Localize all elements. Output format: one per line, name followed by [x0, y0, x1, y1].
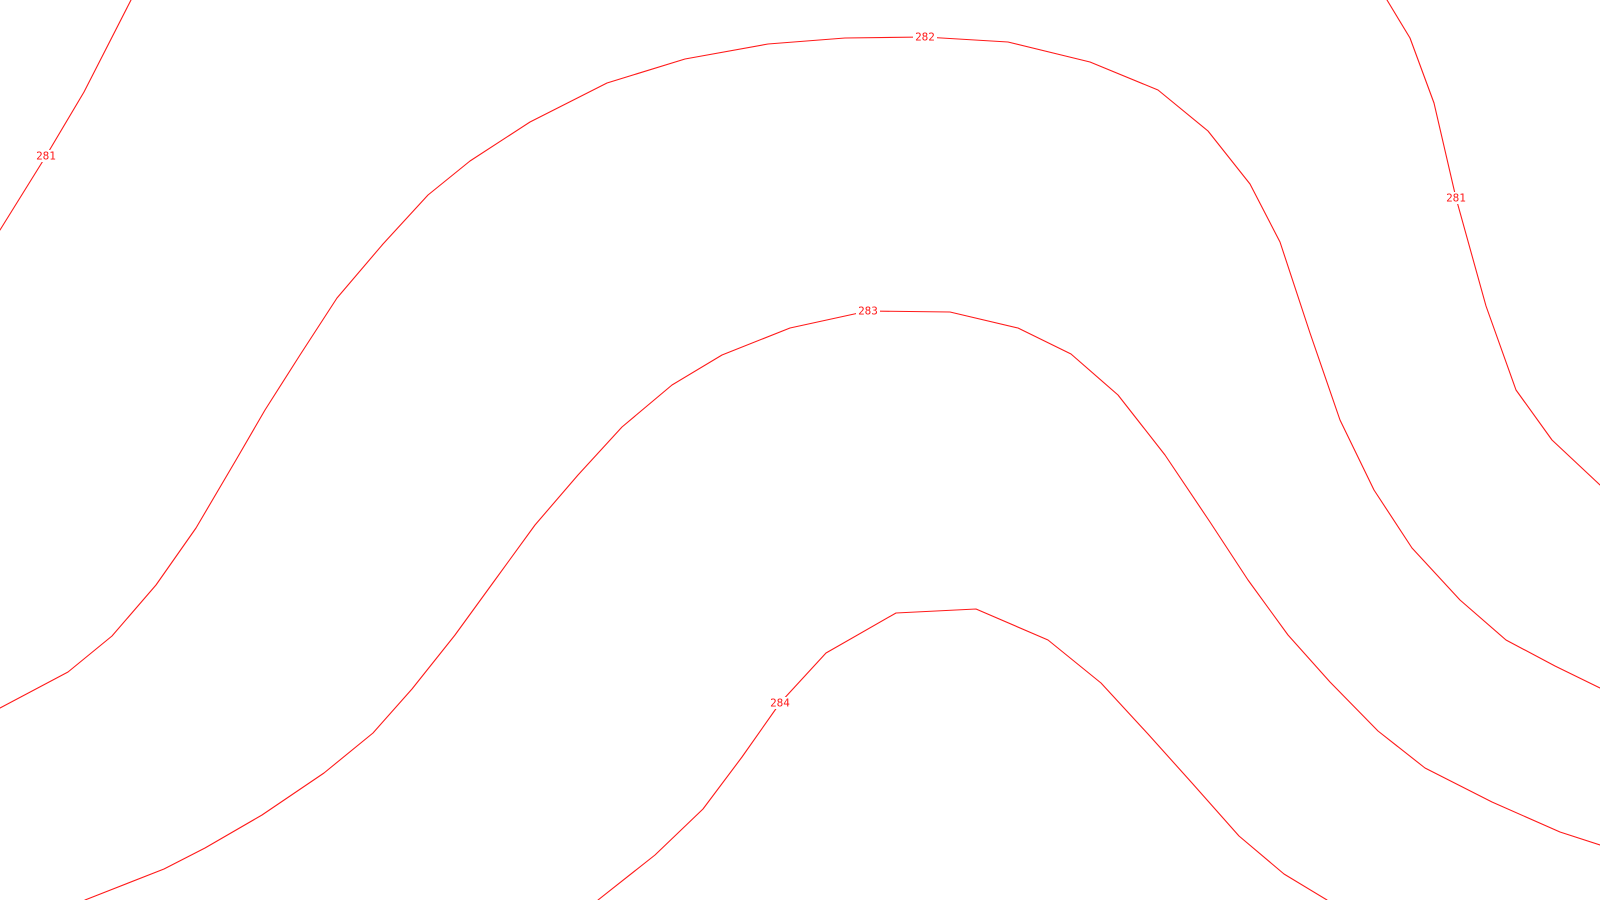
contour-label-background: [913, 31, 937, 43]
contour-labels: 281 282 283 284 281: [34, 31, 1468, 710]
contour-label-background: [1444, 192, 1468, 204]
contour-label-282-outer: 282: [915, 31, 935, 44]
contour-line-283-middle: [84, 310, 1600, 900]
contour-line-281-right: [1386, 0, 1600, 486]
contour-label-background: [34, 150, 58, 162]
contour-label-background: [768, 697, 792, 709]
contour-label-283-middle: 283: [858, 305, 878, 318]
contour-line-282-outer: [0, 36, 1600, 709]
contour-line-281-left: [0, 0, 132, 231]
contour-label-281-left: 281: [36, 150, 56, 163]
contour-label-284-inner: 284: [770, 697, 790, 710]
contour-label-281-right: 281: [1446, 192, 1466, 205]
contour-line-284-inner: [597, 608, 1328, 900]
contour-label-background: [856, 305, 880, 317]
